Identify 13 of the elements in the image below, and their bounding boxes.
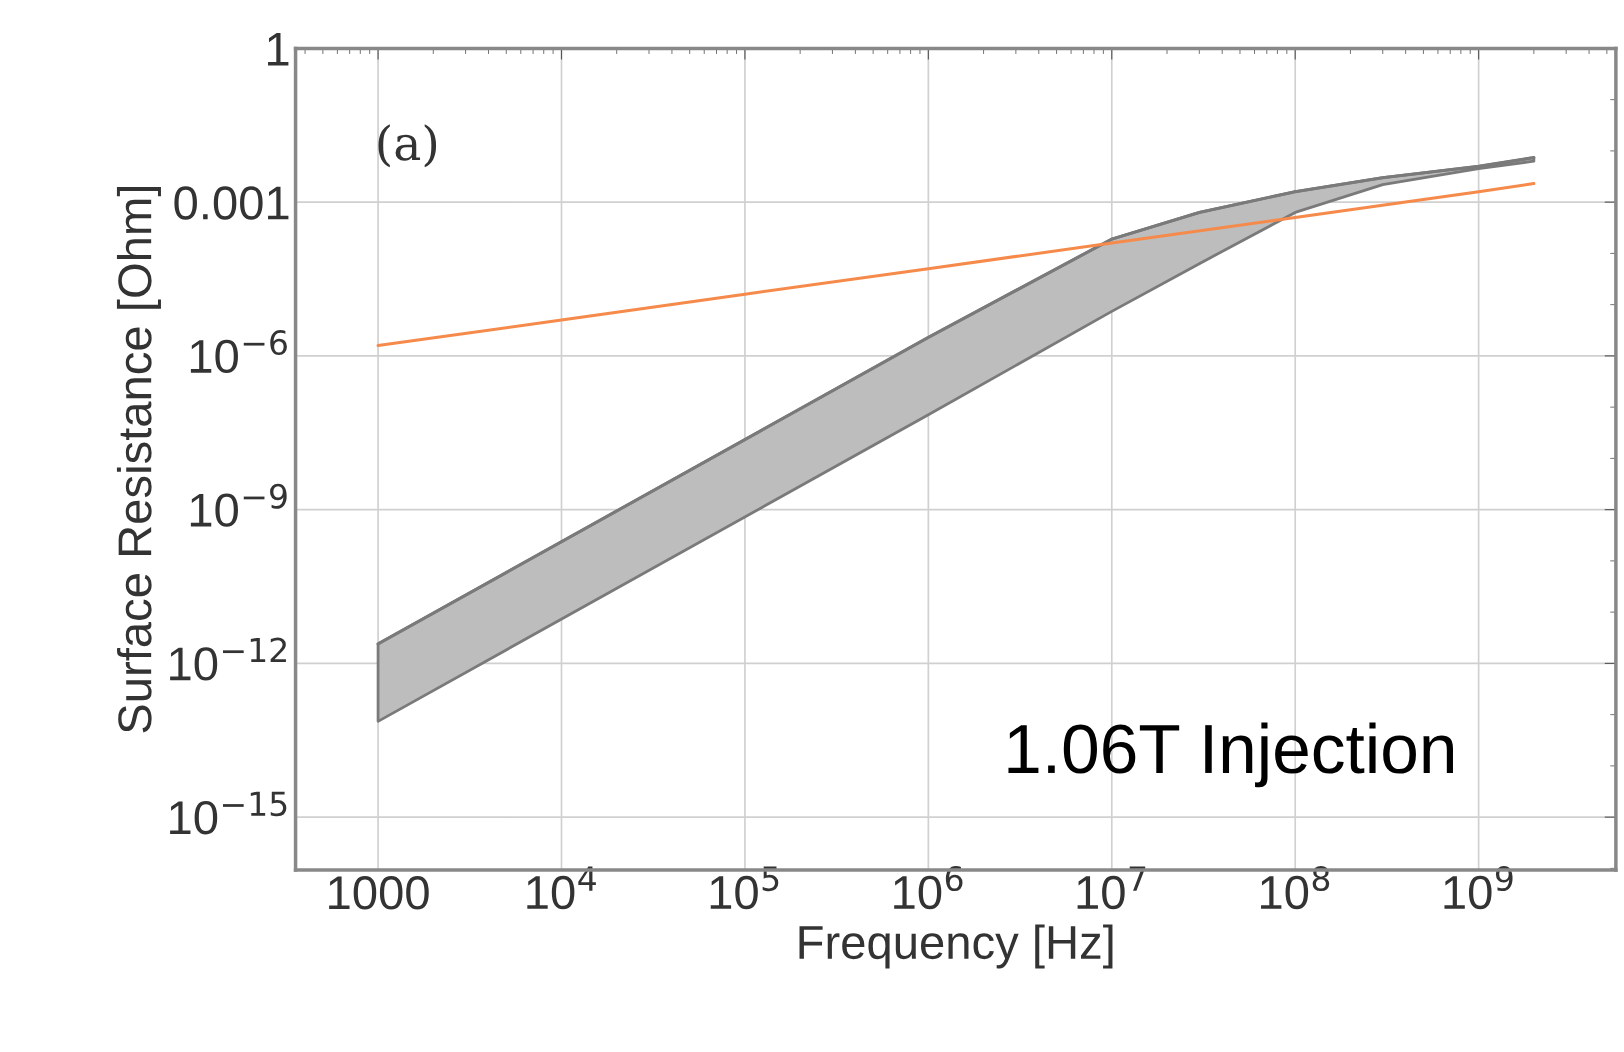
x-tick-label: 10$^{6}$	[894, 866, 963, 910]
y-axis-title: Surface Resistance [Ohm]	[116, 186, 161, 733]
x-tick-label: 10$^{5}$	[710, 866, 779, 910]
y-tick-label: 0.001	[174, 186, 289, 220]
annotation: 1.06T Injection	[1008, 722, 1453, 788]
y-tick-label: 10$^{−15}$	[170, 791, 287, 835]
x-axis-title: Frequency [Hz]	[799, 924, 1113, 969]
x-tick-label: 1000	[329, 876, 429, 910]
y-tick-label: 10$^{−6}$	[190, 330, 287, 374]
y-tick-label: 10$^{−12}$	[170, 637, 286, 681]
y-tick-label: 1	[268, 33, 289, 66]
y-tick-label: 10$^{−9}$	[190, 483, 287, 527]
annotation: (a)	[378, 124, 437, 168]
